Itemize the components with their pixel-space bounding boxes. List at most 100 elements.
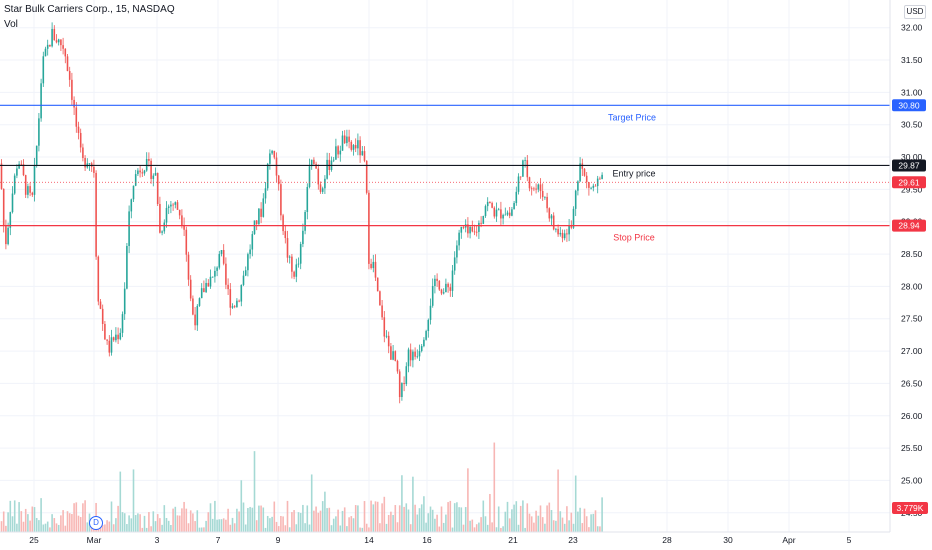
volume-bar bbox=[209, 503, 212, 532]
candle-body bbox=[478, 222, 480, 232]
candle-body bbox=[519, 176, 522, 178]
volume-bar bbox=[137, 513, 139, 532]
volume-bar bbox=[506, 501, 509, 532]
volume-bar bbox=[40, 498, 42, 532]
candle-body bbox=[438, 280, 441, 290]
candle-body bbox=[436, 278, 438, 281]
candle-body bbox=[383, 317, 386, 337]
volume-bar bbox=[211, 518, 214, 532]
volume-bar bbox=[288, 527, 291, 532]
price-tick-label: 30.00 bbox=[901, 152, 923, 162]
candle-body bbox=[431, 286, 434, 306]
volume-bar bbox=[123, 513, 126, 532]
level-label: Target Price bbox=[608, 112, 656, 122]
candle-body bbox=[33, 165, 36, 195]
candle-body bbox=[0, 163, 3, 189]
dividend-event-badge[interactable]: D bbox=[89, 516, 103, 530]
volume-bar bbox=[262, 507, 265, 532]
candle-body bbox=[196, 305, 199, 326]
candle-body bbox=[112, 337, 115, 341]
candle-body bbox=[192, 298, 194, 315]
volume-bar bbox=[407, 509, 410, 532]
candle-body bbox=[590, 187, 592, 189]
volume-bar bbox=[141, 527, 144, 532]
candle-body bbox=[515, 191, 518, 204]
candle-body bbox=[480, 222, 482, 224]
volume-bar bbox=[469, 520, 471, 532]
candle-body bbox=[280, 184, 282, 216]
currency-button[interactable]: USD bbox=[904, 5, 926, 19]
volume-bar bbox=[330, 525, 333, 532]
volume-bar bbox=[398, 505, 401, 532]
candle-body bbox=[471, 226, 474, 232]
candle-body bbox=[337, 146, 339, 155]
volume-bar bbox=[240, 480, 243, 532]
candle-body bbox=[77, 126, 80, 133]
volume-bar bbox=[159, 518, 161, 532]
candle-body bbox=[359, 140, 361, 156]
volume-bar bbox=[11, 516, 14, 532]
candle-body bbox=[269, 153, 271, 164]
volume-bar bbox=[110, 501, 113, 532]
volume-bar bbox=[471, 519, 474, 532]
volume-bar bbox=[315, 506, 317, 532]
candle-body bbox=[484, 206, 487, 217]
candle-body bbox=[339, 150, 342, 155]
candle-body bbox=[205, 282, 207, 293]
candle-body bbox=[557, 228, 559, 235]
volume-bar bbox=[293, 510, 295, 532]
volume-bar bbox=[592, 513, 595, 532]
volume-bar bbox=[546, 505, 548, 532]
volume-bar bbox=[165, 517, 168, 532]
candle-body bbox=[260, 208, 262, 217]
volume-bar bbox=[29, 520, 31, 532]
volume-bar bbox=[249, 506, 251, 532]
candle-body bbox=[469, 226, 471, 234]
candle-body bbox=[159, 204, 161, 233]
volume-bar bbox=[119, 471, 122, 532]
volume-bar bbox=[229, 524, 232, 532]
candle-body bbox=[49, 44, 51, 47]
candle-body bbox=[398, 371, 401, 398]
volume-bar bbox=[181, 508, 183, 532]
level-price-tag bbox=[892, 159, 926, 172]
volume-bar bbox=[284, 525, 287, 532]
volume-bar bbox=[539, 505, 542, 532]
volume-bar bbox=[220, 519, 223, 532]
candle-body bbox=[214, 270, 216, 277]
volume-bar bbox=[5, 525, 7, 532]
volume-bar bbox=[101, 525, 104, 532]
volume-bar bbox=[504, 511, 507, 532]
volume-bar bbox=[132, 469, 135, 532]
volume-bar bbox=[544, 523, 546, 532]
price-axis[interactable]: 32.0031.5031.0030.5030.0029.5029.0028.50… bbox=[889, 0, 928, 532]
candle-body bbox=[306, 186, 309, 212]
volume-bar bbox=[359, 527, 361, 532]
candle-body bbox=[271, 150, 273, 154]
candle-body bbox=[583, 168, 586, 176]
candle-body bbox=[238, 300, 240, 302]
time-axis[interactable]: 25 Mar 3 7 9 14 16 21 23 28 30 Apr 5 bbox=[0, 531, 890, 545]
candle-body bbox=[277, 175, 280, 185]
candle-body bbox=[200, 288, 203, 299]
time-tick-label: 14 bbox=[364, 535, 374, 545]
candle-body bbox=[233, 306, 236, 308]
candle-body bbox=[434, 278, 436, 287]
volume-bar bbox=[449, 500, 452, 532]
candle-body bbox=[302, 230, 304, 245]
candle-body bbox=[211, 276, 214, 278]
volume-bar bbox=[55, 523, 58, 532]
candle-body bbox=[64, 48, 67, 57]
volume-bar bbox=[528, 513, 531, 532]
candle-body bbox=[352, 145, 355, 150]
candle-body bbox=[315, 163, 317, 169]
candle-body bbox=[451, 270, 454, 291]
volume-bar bbox=[588, 527, 590, 532]
volume-bar bbox=[128, 515, 130, 532]
candle-body bbox=[535, 188, 537, 190]
candle-body bbox=[46, 44, 49, 49]
volume-bar bbox=[216, 519, 218, 532]
candle-body bbox=[440, 289, 443, 294]
volume-bar bbox=[154, 521, 157, 532]
